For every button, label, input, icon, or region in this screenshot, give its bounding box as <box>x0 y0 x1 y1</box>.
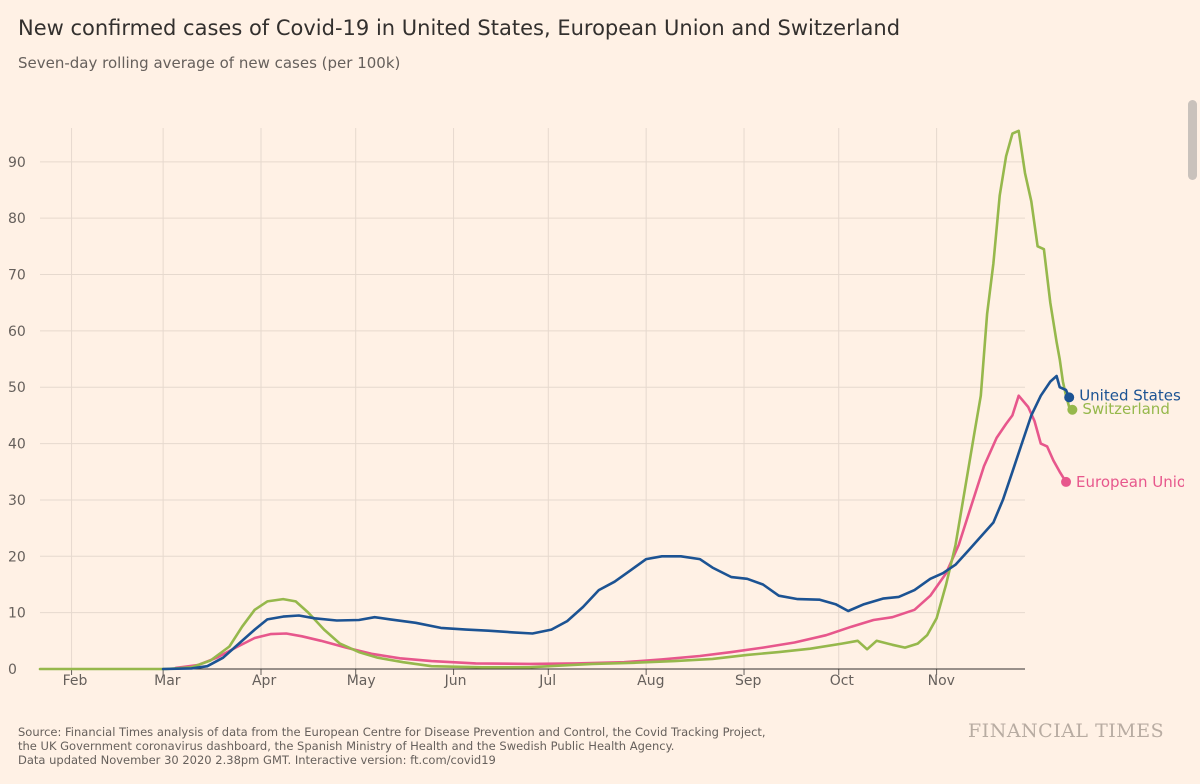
series-end-marker <box>1061 476 1072 487</box>
y-tick-label: 80 <box>8 211 26 227</box>
x-tick-label: Nov <box>928 673 955 689</box>
chart-series <box>38 129 1074 671</box>
series-end-marker <box>1067 404 1078 415</box>
chart-source-note: Source: Financial Times analysis of data… <box>18 725 766 767</box>
x-tick-label: Feb <box>63 673 88 689</box>
source-line: Source: Financial Times analysis of data… <box>18 725 766 739</box>
source-line: the UK Government coronavirus dashboard,… <box>18 739 675 753</box>
y-tick-label: 20 <box>8 549 26 565</box>
y-tick-label: 60 <box>8 324 26 340</box>
source-line: Data updated November 30 2020 2.38pm GMT… <box>18 753 496 767</box>
y-tick-label: 70 <box>8 268 26 284</box>
x-tick-label: Oct <box>830 673 855 689</box>
series-label: United States <box>1079 386 1181 404</box>
series-line-switzerland <box>38 129 1074 671</box>
x-tick-label: Jun <box>444 673 467 689</box>
y-tick-label: 40 <box>8 437 26 453</box>
scrollbar-thumb[interactable] <box>1188 100 1197 180</box>
y-tick-label: 10 <box>8 606 26 622</box>
series-line-european-union <box>174 394 1068 670</box>
y-tick-label: 90 <box>8 155 26 171</box>
y-tick-label: 50 <box>8 380 26 396</box>
series-end-marker <box>1064 392 1075 403</box>
chart-subtitle: Seven-day rolling average of new cases (… <box>18 54 401 72</box>
brand-logo: FINANCIAL TIMES <box>968 720 1165 742</box>
y-tick-label: 30 <box>8 493 26 509</box>
series-label: European Union <box>1076 473 1196 491</box>
scrollbar[interactable] <box>1184 0 1200 784</box>
x-tick-label: Jul <box>538 673 556 689</box>
chart-title: New confirmed cases of Covid-19 in Unite… <box>18 16 901 40</box>
series-label: Switzerland <box>1082 400 1170 418</box>
chart-grid <box>40 128 1025 669</box>
x-tick-label: Aug <box>637 673 664 689</box>
series-line-united-states <box>161 374 1071 671</box>
x-tick-label: Sep <box>735 673 762 689</box>
x-tick-label: Mar <box>154 673 181 689</box>
y-tick-label: 0 <box>8 662 17 678</box>
chart-axes: 0 10 20 30 40 50 60 70 80 90 Feb Mar Apr May Jun Jul Aug… <box>8 155 1025 689</box>
x-tick-label: May <box>347 673 376 689</box>
x-tick-label: Apr <box>252 673 276 689</box>
